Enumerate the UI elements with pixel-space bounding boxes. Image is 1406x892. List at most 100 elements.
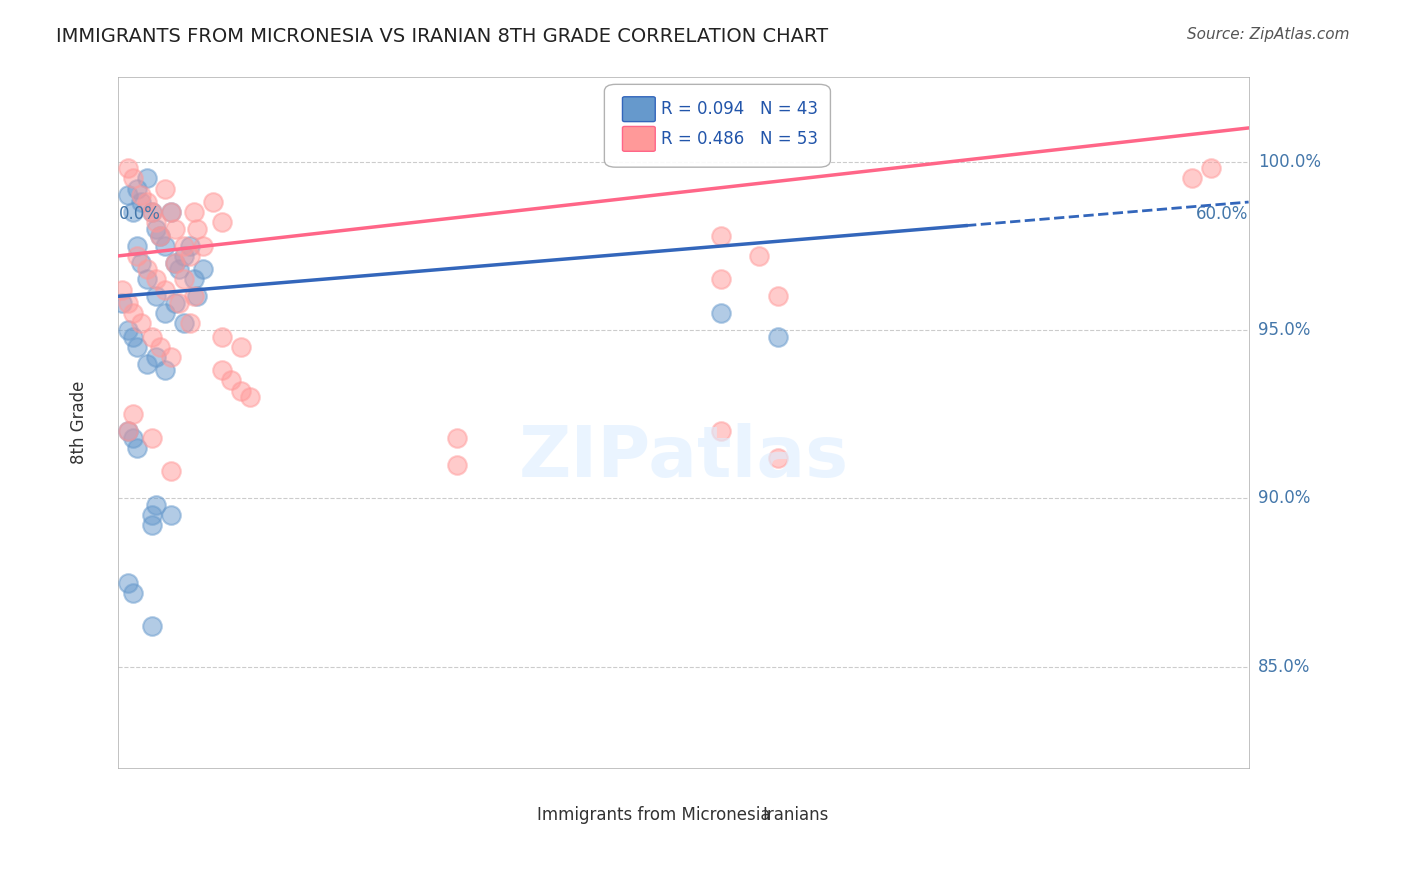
Point (122, 407, 145, 421)
Point (155, 239, 177, 253)
Point (117, 188, 139, 202)
Point (135, 262, 157, 277)
Point (160, 205, 183, 219)
Point (122, 171, 145, 186)
Point (135, 171, 157, 186)
Text: 60.0%: 60.0% (1197, 205, 1249, 223)
Point (155, 363, 177, 377)
Point (117, 424, 139, 438)
Point (163, 255, 186, 269)
Point (1181, 171, 1204, 186)
Point (117, 575, 139, 590)
Point (155, 306, 177, 320)
Point (141, 508, 163, 523)
Point (149, 228, 172, 243)
Point (117, 296, 139, 310)
Point (111, 296, 134, 310)
Text: 100.0%: 100.0% (1258, 153, 1322, 170)
Point (163, 296, 186, 310)
Point (122, 585, 145, 599)
Point (129, 188, 152, 202)
Text: R = 0.486   N = 53: R = 0.486 N = 53 (661, 130, 818, 148)
Point (127, 441, 149, 455)
Point (127, 249, 149, 263)
Point (446, 431, 468, 445)
Point (173, 272, 195, 286)
Point (710, 424, 733, 438)
Point (766, 450, 789, 465)
Point (135, 272, 157, 286)
Point (141, 329, 163, 343)
Point (221, 374, 243, 388)
Point (141, 431, 163, 445)
Point (135, 194, 157, 209)
Point (167, 262, 190, 277)
Point (186, 289, 208, 303)
Text: 90.0%: 90.0% (1258, 490, 1310, 508)
Point (129, 316, 152, 330)
Point (179, 239, 201, 253)
FancyBboxPatch shape (605, 85, 831, 167)
Point (122, 329, 145, 343)
Point (160, 464, 183, 478)
Point (117, 161, 139, 176)
Point (141, 205, 163, 219)
Point (117, 323, 139, 337)
Text: 95.0%: 95.0% (1258, 321, 1310, 339)
Point (145, 215, 167, 229)
Point (145, 350, 167, 364)
Point (160, 350, 183, 364)
Point (211, 329, 233, 343)
Point (710, 306, 733, 320)
Point (167, 296, 190, 310)
Point (117, 424, 139, 438)
Point (122, 306, 145, 320)
Text: R = 0.094   N = 43: R = 0.094 N = 43 (661, 100, 818, 119)
Text: Immigrants from Micronesia: Immigrants from Micronesia (537, 805, 770, 823)
FancyBboxPatch shape (623, 96, 655, 121)
Point (1199, 161, 1222, 176)
Text: 0.0%: 0.0% (118, 205, 160, 223)
Point (155, 181, 177, 195)
Point (145, 272, 167, 286)
Point (127, 239, 149, 253)
Point (127, 340, 149, 354)
Point (145, 289, 167, 303)
Point (211, 363, 233, 377)
Point (129, 255, 152, 269)
Point (160, 205, 183, 219)
FancyBboxPatch shape (623, 127, 655, 152)
Point (229, 384, 252, 398)
Point (149, 340, 172, 354)
Point (179, 249, 201, 263)
Point (129, 194, 152, 209)
Point (173, 239, 195, 253)
Point (145, 498, 167, 512)
Point (766, 329, 789, 343)
Point (155, 283, 177, 297)
Point (710, 228, 733, 243)
Point (183, 205, 205, 219)
Point (183, 289, 205, 303)
Text: 8th Grade: 8th Grade (70, 381, 87, 464)
Point (446, 458, 468, 472)
Point (186, 222, 208, 236)
Point (191, 262, 214, 277)
Point (179, 316, 201, 330)
Point (710, 272, 733, 286)
Point (766, 289, 789, 303)
Text: Iranians: Iranians (762, 805, 830, 823)
Point (111, 283, 134, 297)
Point (211, 215, 233, 229)
Point (163, 222, 186, 236)
FancyBboxPatch shape (733, 794, 768, 814)
Point (201, 194, 224, 209)
Point (145, 222, 167, 236)
Point (122, 431, 145, 445)
Point (135, 357, 157, 371)
Point (141, 518, 163, 533)
Text: Source: ZipAtlas.com: Source: ZipAtlas.com (1187, 27, 1350, 42)
Point (149, 228, 172, 243)
Point (141, 205, 163, 219)
Text: 85.0%: 85.0% (1258, 657, 1310, 675)
